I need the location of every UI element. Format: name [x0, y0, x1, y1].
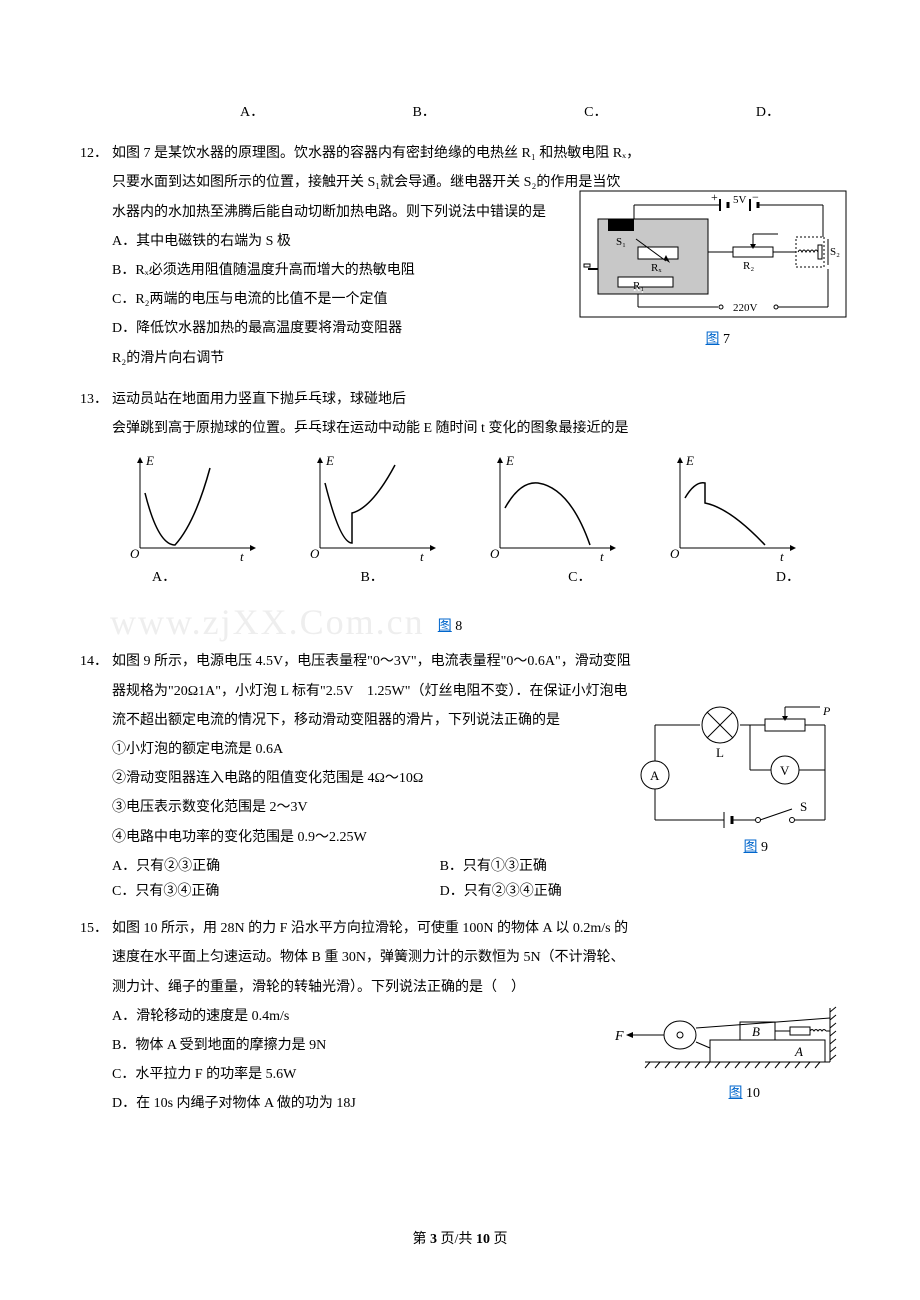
q14-body: 如图 9 所示，电源电压 4.5V，电压表量程"0～3V"，电流表量程"0～0.… [112, 649, 840, 904]
question-12: 12． 如图 7 是某饮水器的原理图。饮水器的容器内有密封绝缘的电热丝 R₁ 和… [80, 141, 840, 375]
graph-b-ylabel: E [325, 453, 334, 468]
graph-a-origin: O [130, 546, 140, 561]
figure-10-diagram: A B F [615, 1000, 840, 1075]
option-b-label: B． [412, 100, 435, 125]
q14-line2: 器规格为"20Ω1A"，小灯泡 L 标有"2.5V 1.25W"（灯丝电阻不变）… [112, 679, 840, 704]
graph-a: E O t [120, 453, 260, 563]
graph-d-xlabel: t [780, 549, 784, 563]
fig7-220v-label: 220V [733, 302, 758, 314]
q13-number: 13． [80, 387, 112, 607]
q12-option-d-cont: R₂的滑片向右调节 [112, 346, 840, 371]
graph-c-ylabel: E [505, 453, 514, 468]
question-13: 13． 运动员站在地面用力竖直下抛乒乓球，球碰地后 会弹跳到高于原抛球的位置。乒… [80, 387, 840, 607]
q14-options-row1: A．只有②③正确 B．只有①③正确 [112, 854, 840, 879]
q12-line1: 如图 7 是某饮水器的原理图。饮水器的容器内有密封绝缘的电热丝 R₁ 和热敏电阻… [112, 141, 840, 166]
graph-d-ylabel: E [685, 453, 694, 468]
graph-a-xlabel: t [240, 549, 244, 563]
footer-page: 3 [430, 1232, 437, 1247]
q15-line2: 速度在水平面上匀速运动。物体 B 重 30N，弹簧测力计的示数恒为 5N（不计滑… [112, 945, 840, 970]
fig8-label: 图 [438, 619, 452, 634]
q15-line3: 测力计、绳子的重量，滑轮的转轴光滑）。下列说法正确的是（ ） [112, 975, 840, 1000]
fig9-ammeter-label: A [650, 768, 660, 783]
q11-options-row: A． B． C． D． [80, 100, 840, 125]
figure-9-circuit: L P A V S [640, 705, 840, 845]
q13-option-c: C． [568, 565, 591, 590]
q12-option-d: D．降低饮水器加热的最高温度要将滑动变阻器 [112, 316, 840, 341]
fig9-switch-label: S [800, 799, 807, 814]
q13-graphs: E O t E O t E [112, 445, 840, 563]
fig10-label: 图 [729, 1086, 743, 1101]
question-14: 14． 如图 9 所示，电源电压 4.5V，电压表量程"0～3V"，电流表量程"… [80, 649, 840, 904]
graph-b-xlabel: t [420, 549, 424, 563]
q12-number: 12． [80, 141, 112, 375]
footer-mid: 页/共 [437, 1232, 476, 1247]
graph-b-origin: O [310, 546, 320, 561]
svg-text:−: − [752, 190, 759, 204]
graph-d: E O t [660, 453, 800, 563]
graph-d-origin: O [670, 546, 680, 561]
fig7-r2-label: R₂ [743, 260, 754, 272]
fig9-lamp-label: L [716, 745, 724, 760]
option-c-label: C． [584, 100, 607, 125]
fig10-b-label: B [752, 1024, 760, 1039]
fig9-voltmeter-label: V [780, 763, 790, 778]
figure-10-caption: 图 10 [729, 1081, 761, 1106]
q14-option-a: A．只有②③正确 [112, 854, 440, 879]
q15-line1: 如图 10 所示，用 28N 的力 F 沿水平方向拉滑轮，可使重 100N 的物… [112, 916, 840, 941]
footer-suffix: 页 [490, 1232, 508, 1247]
graph-a-ylabel: E [145, 453, 154, 468]
fig7-r1-label2: R₁ [633, 280, 644, 292]
q14-option-c: C．只有③④正确 [112, 879, 440, 904]
fig7-s1-label: S₁ [616, 236, 626, 248]
fig10-num: 10 [743, 1086, 761, 1101]
graph-c-origin: O [490, 546, 500, 561]
fig7-rx-label: Rₓ [651, 262, 662, 274]
q14-option-d: D．只有②③④正确 [440, 879, 768, 904]
q15-body: 如图 10 所示，用 28N 的力 F 沿水平方向拉滑轮，可使重 100N 的物… [112, 916, 840, 1120]
question-15: 15． 如图 10 所示，用 28N 的力 F 沿水平方向拉滑轮，可使重 100… [80, 916, 840, 1120]
fig7-s2-label: S₂ [830, 246, 840, 258]
graph-c: E O t [480, 453, 620, 563]
figure-7-caption: 图 7 [706, 327, 731, 352]
q12-body: 如图 7 是某饮水器的原理图。饮水器的容器内有密封绝缘的电热丝 R₁ 和热敏电阻… [112, 141, 840, 375]
footer-total: 10 [476, 1232, 490, 1247]
graph-b: E O t [300, 453, 440, 563]
footer-prefix: 第 [413, 1232, 431, 1247]
q13-line2: 会弹跳到高于原抛球的位置。乒乓球在运动中动能 E 随时间 t 变化的图象最接近的… [112, 416, 840, 441]
graph-c-xlabel: t [600, 549, 604, 563]
q13-option-d: D． [776, 565, 800, 590]
option-d-label: D． [756, 100, 780, 125]
page-footer: 第 3 页/共 10 页 [0, 1227, 920, 1252]
q14-options-row2: C．只有③④正确 D．只有②③④正确 [112, 879, 840, 904]
fig8-num: 8 [452, 619, 463, 634]
svg-text:+: + [711, 190, 718, 204]
figure-8-caption: 图 8 [60, 614, 840, 639]
q14-option-b: B．只有①③正确 [440, 854, 768, 879]
figure-9-caption: 图 9 [744, 835, 769, 860]
q13-option-b: B． [360, 565, 383, 590]
q13-options: A． B． C． D． [112, 565, 840, 590]
fig9-num: 9 [758, 840, 769, 855]
q13-body: 运动员站在地面用力竖直下抛乒乓球，球碰地后 会弹跳到高于原抛球的位置。乒乓球在运… [112, 387, 840, 607]
fig9-label: 图 [744, 840, 758, 855]
figure-7-circuit: S₁ Rₓ R₁ R₁ 5V + − [578, 189, 848, 319]
q15-number: 15． [80, 916, 112, 1120]
option-a-label: A． [240, 100, 264, 125]
fig7-label: 图 [706, 332, 720, 347]
q13-line1: 运动员站在地面用力竖直下抛乒乓球，球碰地后 [112, 387, 840, 412]
fig10-a-label: A [794, 1044, 803, 1059]
q14-line1: 如图 9 所示，电源电压 4.5V，电压表量程"0～3V"，电流表量程"0～0.… [112, 649, 840, 674]
fig7-num: 7 [720, 332, 731, 347]
fig7-5v-label: 5V [733, 194, 747, 206]
q14-number: 14． [80, 649, 112, 904]
fig10-f-label: F [615, 1029, 624, 1044]
fig9-p-label: P [822, 705, 831, 718]
q13-option-a: A． [152, 565, 176, 590]
